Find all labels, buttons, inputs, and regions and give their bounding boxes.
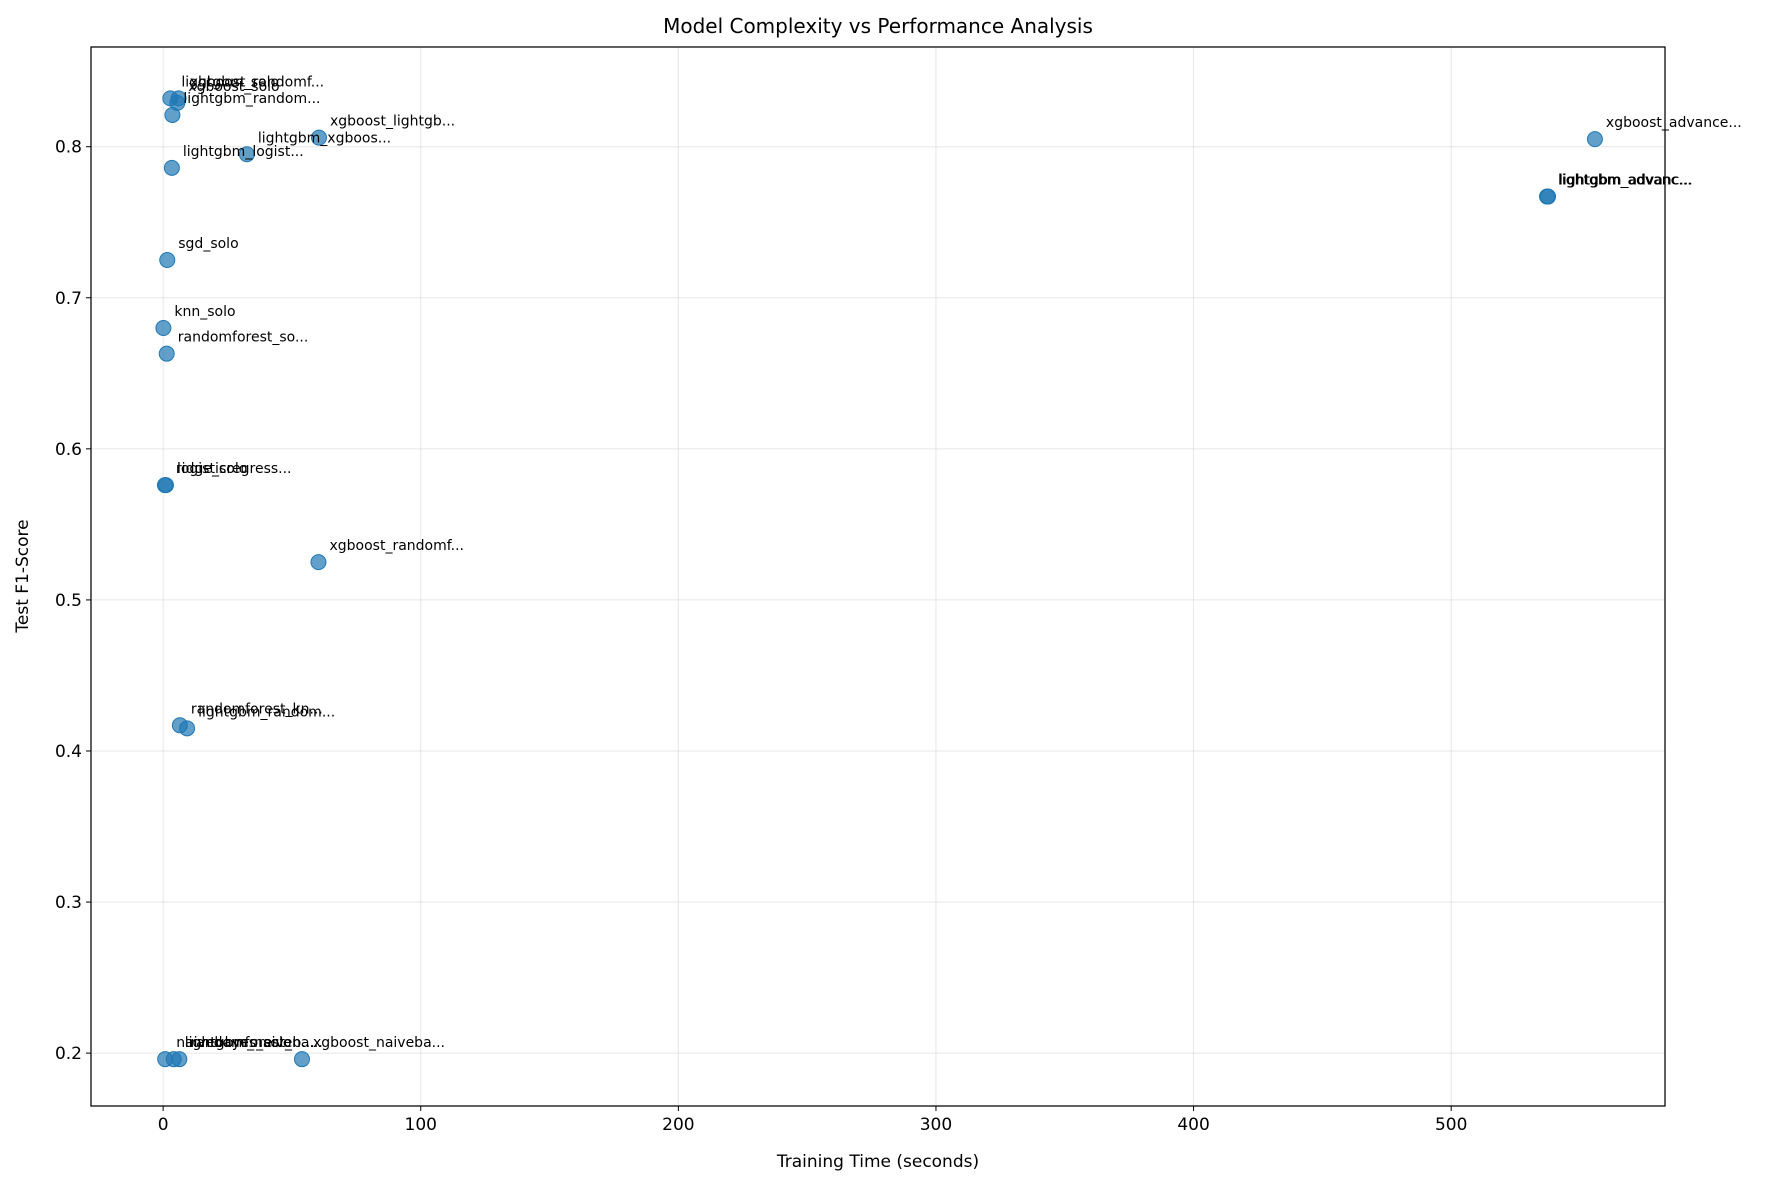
x-tick-label: 0	[158, 1115, 169, 1135]
data-point	[155, 319, 172, 336]
grid-lines	[91, 47, 1665, 1106]
point-label: lightgbm_solo	[181, 74, 279, 90]
data-point	[238, 146, 255, 163]
point-label: xgboost_randomf...	[190, 74, 325, 90]
y-tick-label: 0.8	[55, 138, 82, 158]
data-point	[310, 129, 327, 146]
point-label: lightgbm_advanc...	[1558, 173, 1692, 189]
data-point	[310, 554, 327, 571]
x-tick-label: 200	[662, 1115, 694, 1135]
plot-frame	[90, 46, 1666, 1107]
x-tick-label: 400	[1177, 1115, 1209, 1135]
point-label: xgboost_naiveba...	[313, 1035, 445, 1051]
data-point	[179, 720, 196, 737]
y-tick-label: 0.3	[55, 893, 82, 913]
data-point	[158, 345, 175, 362]
point-label: randomforest_so...	[178, 330, 309, 346]
x-tick-label: 500	[1435, 1115, 1467, 1135]
x-axis-title: Training Time (seconds)	[776, 1152, 979, 1172]
data-point	[157, 477, 174, 494]
point-label: ridge_solo	[176, 461, 247, 477]
y-tick-label: 0.5	[55, 591, 82, 611]
x-axis-ticks: 0 100 200 300 400 500	[158, 1106, 1467, 1135]
x-tick-label: 100	[405, 1115, 437, 1135]
point-label: xgboost_lightgb...	[330, 114, 455, 130]
point-label: knn_solo	[174, 304, 235, 320]
point-labels: lightgbm_soloxgboost_randomf...xgboost_s…	[174, 74, 1741, 1051]
point-label: randomforest_na...	[190, 1035, 322, 1051]
point-label: lightgbm_logist...	[183, 144, 304, 160]
y-tick-label: 0.4	[55, 742, 82, 762]
point-label: sgd_solo	[178, 236, 238, 252]
y-axis-title: Test F1-Score	[13, 519, 33, 633]
data-point	[1586, 131, 1603, 148]
point-label: lightgbm_random...	[183, 91, 320, 107]
point-label: lightgbm_xgboos...	[258, 130, 391, 146]
point-label: naivebayes_solo	[176, 1035, 291, 1051]
data-point	[1540, 188, 1557, 205]
point-label: lightgbm_random...	[198, 704, 335, 720]
data-point	[164, 106, 181, 123]
point-label: xgboost_solo	[188, 79, 279, 95]
point-label: lightgbm_advanc...	[1559, 173, 1693, 189]
data-point	[163, 159, 180, 176]
point-label: xgboost_advance...	[1606, 115, 1742, 131]
point-label: lightgbm_naiveb...	[185, 1035, 315, 1051]
data-points	[155, 90, 1603, 1068]
data-point	[159, 252, 176, 269]
point-label: logisticregress...	[177, 461, 292, 477]
point-label: randomforest_kn...	[191, 701, 323, 717]
chart-title: Model Complexity vs Performance Analysis	[663, 14, 1093, 38]
y-tick-label: 0.7	[55, 289, 82, 309]
y-tick-label: 0.2	[55, 1044, 82, 1064]
y-tick-label: 0.6	[55, 440, 82, 460]
y-axis-ticks: 0.2 0.3 0.4 0.5 0.6 0.7 0.8	[55, 138, 91, 1064]
data-point	[293, 1051, 310, 1068]
point-label: xgboost_randomf...	[329, 538, 464, 554]
data-point	[171, 1051, 188, 1068]
x-tick-label: 300	[920, 1115, 952, 1135]
